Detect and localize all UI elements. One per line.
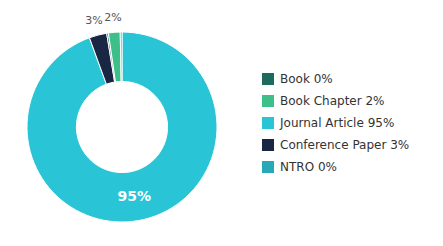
legend-swatch	[262, 117, 274, 129]
slice	[108, 32, 121, 82]
legend-label: NTRO 0%	[280, 160, 337, 174]
legend-label: Book 0%	[280, 72, 333, 86]
data-label: 3%	[85, 14, 102, 27]
legend-swatch	[262, 73, 274, 85]
legend: Book 0% Book Chapter 2% Journal Article 95…	[262, 72, 409, 174]
legend-swatch	[262, 95, 274, 107]
slices	[27, 32, 217, 222]
data-labels: 95% 3%2%	[85, 11, 151, 205]
legend-swatch	[262, 161, 274, 173]
chart: 95% 3%2% Book 0% Book Chapter 2% Journal Art…	[0, 0, 443, 246]
data-label: 95%	[117, 188, 151, 204]
slice	[120, 32, 122, 81]
legend-swatch	[262, 139, 274, 151]
data-label: 2%	[104, 11, 121, 24]
legend-label: Journal Article 95%	[279, 116, 394, 130]
slice	[27, 32, 217, 222]
legend-label: Book Chapter 2%	[280, 94, 385, 108]
legend-label: Conference Paper 3%	[280, 138, 409, 152]
